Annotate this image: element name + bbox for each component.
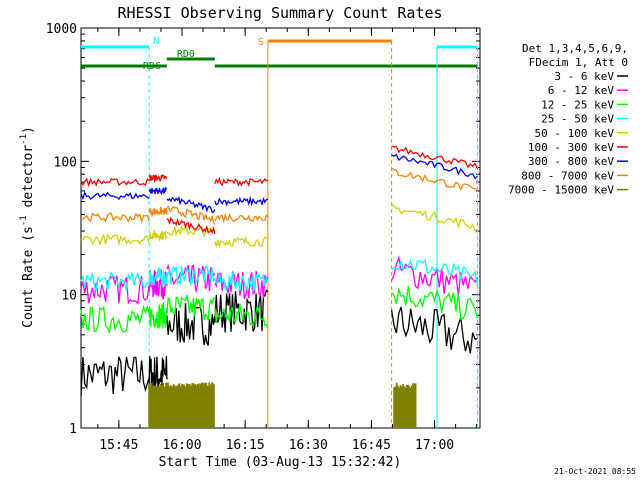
legend-entry-label: 25 - 50 keV [541,113,614,126]
x-tick-label: 15:45 [99,438,138,453]
legend-entry-label: 100 - 300 keV [528,141,614,154]
legend-entry-label: 12 - 25 keV [541,98,614,111]
saa-flag-label: S [258,37,264,48]
instrument-flags: N S RD0 RD6 [81,36,478,428]
legend: Det 1,3,4,5,6,9,FDecim 1, Att 03 - 6 keV… [508,42,628,197]
series-line-3 [80,258,479,292]
legend-entry-label: 7000 - 15000 keV [508,184,614,197]
rd6-flag-label: RD6 [143,61,161,72]
y-tick-label: 10 [61,289,77,304]
series-line-7 [80,167,478,225]
chart-title: RHESSI Observing Summary Count Rates [117,4,442,22]
legend-entry-label: 300 - 800 keV [528,155,614,168]
x-tick-label: 16:15 [226,438,265,453]
x-tick-label: 16:30 [289,438,328,453]
legend-header: Det 1,3,4,5,6,9, [522,42,628,55]
plot-frame [80,27,481,429]
y-axis-label-sup1: -1 [19,215,29,226]
rd0-flag-label: RD0 [177,49,195,60]
y-axis-label-main: Count Rate (s [21,226,36,328]
series-line-4 [80,203,478,249]
x-tick-label: 16:45 [352,438,391,453]
y-tick-label: 1000 [46,22,77,37]
y-axis-label-sup2: -1 [19,134,29,145]
series-line-5 [80,145,479,235]
x-tick-label: 17:00 [415,438,454,453]
y-tick-label: 100 [54,155,77,170]
series-line-6 [80,153,478,214]
legend-entry-label: 50 - 100 keV [535,127,615,140]
night-flag-label: N [153,36,159,47]
legend-entry-label: 6 - 12 keV [548,84,615,97]
plot-axes: 1 10 100 1000 15:45 16:00 16:15 16:30 16:45 17:00 [46,22,481,453]
legend-entry-label: 3 - 6 keV [554,70,614,83]
x-axis-label: Start Time (03-Aug-13 15:32:42) [159,455,402,470]
footer-date: 21-Oct-2021 08:55 [554,467,636,476]
legend-header: FDecim 1, Att 0 [529,56,628,69]
series-line-0 [80,289,478,397]
data-series [80,145,479,428]
y-axis-label-mid: detector [21,145,36,216]
x-tick-label: 16:00 [162,438,201,453]
series-line-2 [80,286,479,335]
legend-entry-label: 800 - 7000 keV [521,169,614,182]
y-axis-label-end: ) [21,126,36,134]
y-axis-label: Count Rate (s-1 detector-1) [19,126,36,328]
y-tick-label: 1 [69,422,77,437]
